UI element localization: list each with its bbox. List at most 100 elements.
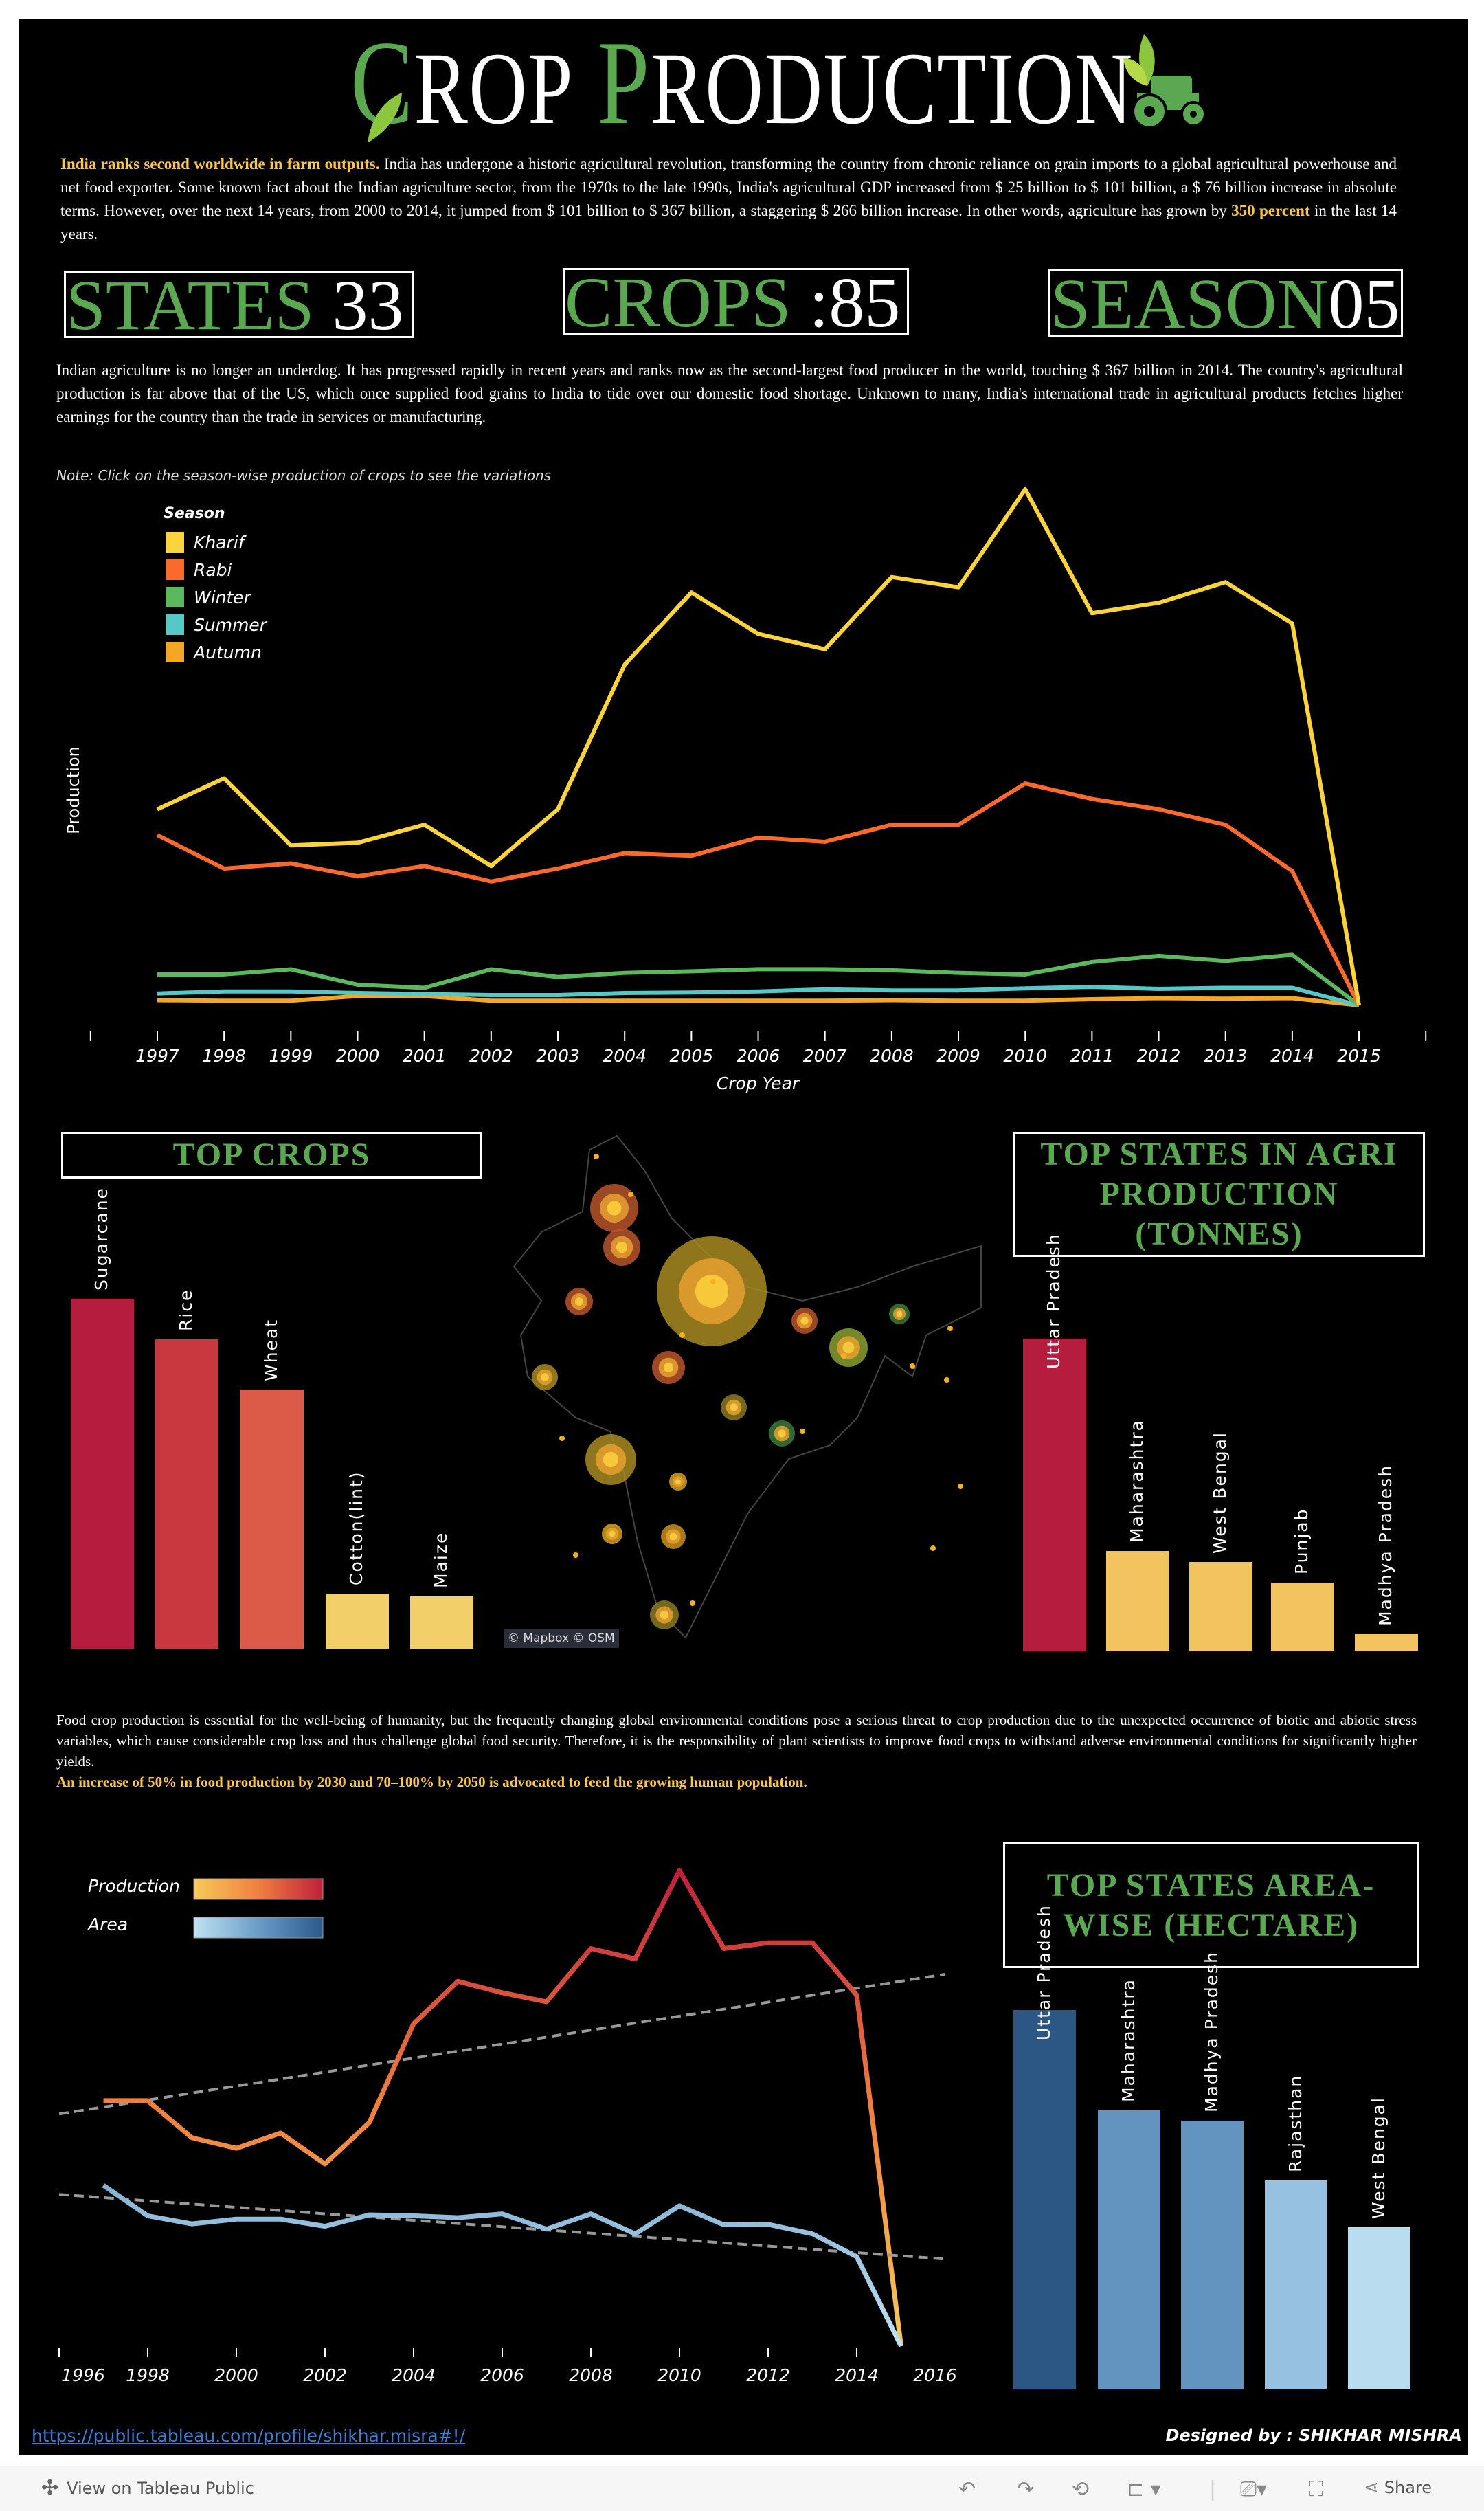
map-bubble-core (603, 1451, 619, 1468)
redo-icon[interactable]: ↷ (1017, 2477, 1035, 2501)
legend-item: Production (88, 1876, 180, 1896)
series-line-summer (157, 984, 1360, 1007)
intro-paragraph: India ranks second worldwide in farm out… (60, 153, 1397, 246)
map-dot (944, 1377, 949, 1383)
x-tick-label: 2015 (1337, 1046, 1381, 1066)
map-bubble-core (842, 1341, 855, 1354)
pause-updates-icon[interactable]: ⊏ ▾ (1127, 2477, 1161, 2501)
legend-gradient-bar (193, 1917, 324, 1939)
x-tick-label: 2005 (670, 1046, 714, 1066)
chart-note: Note: Click on the season-wise productio… (56, 467, 552, 484)
map-dot (628, 1192, 633, 1197)
bar-punjab[interactable] (1271, 1582, 1334, 1651)
designer-credit: Designed by : SHIKHAR MISHRA (1165, 2426, 1462, 2445)
map-dot (958, 1484, 963, 1489)
legend-item: Winter (194, 588, 252, 607)
kpi-value: 33 (332, 271, 404, 338)
x-tick-label: 2000 (336, 1046, 380, 1066)
x-tick-label: 2009 (936, 1046, 980, 1066)
x-tick-label: 2000 (214, 2365, 258, 2385)
bar-maize[interactable] (410, 1596, 473, 1649)
bar-madhya-pradesh[interactable] (1355, 1633, 1418, 1651)
kpi-value: 05 (1328, 269, 1400, 337)
intro-highlight: 350 percent (1231, 202, 1310, 219)
food-security-paragraph: Food crop production is essential for th… (56, 1710, 1417, 1792)
x-tick-label: 1998 (202, 1046, 246, 1066)
legend-swatch (166, 532, 184, 553)
map-bubble-core (609, 1530, 616, 1537)
map-bubble-core (778, 1429, 786, 1438)
series-line-winter (157, 952, 1360, 1007)
x-tick-label: 2014 (1270, 1046, 1314, 1066)
bar-sugarcane[interactable] (71, 1299, 134, 1649)
x-axis-title: Crop Year (717, 1073, 800, 1093)
map-dot (841, 1353, 846, 1359)
top-crops-heading: TOP CROPS (61, 1132, 482, 1179)
trend-line-area (58, 2193, 946, 2261)
india-production-map[interactable] (500, 1129, 995, 1651)
map-dot (573, 1552, 578, 1558)
bar-rice[interactable] (155, 1339, 218, 1649)
bar-label: Madhya Pradesh (1375, 1464, 1395, 1626)
map-dot (930, 1545, 936, 1551)
bar-label: Punjab (1292, 1508, 1312, 1574)
legend-swatch (166, 559, 184, 580)
map-bubble-core (669, 1532, 677, 1541)
food-security-highlight: An increase of 50% in food production by… (56, 1774, 807, 1790)
title-word-crop: CROP (350, 16, 574, 149)
undo-icon[interactable]: ↶ (958, 2477, 976, 2501)
map-dot (800, 1429, 805, 1434)
tableau-logo-icon: ✣ (41, 2476, 59, 2500)
y-axis-title: Production (64, 746, 83, 834)
x-tick-label: 2010 (657, 2365, 701, 2385)
device-preview-icon[interactable]: ⎚▾ (1240, 2477, 1268, 2501)
bar-label: West Bengal (1368, 2097, 1389, 2220)
map-bubble-core (541, 1373, 549, 1381)
legend-swatch (166, 642, 184, 662)
season-production-line-chart[interactable]: 1997 1998 1999 2000 2001 2002 2003 2004 2005 2006… (0, 481, 1484, 1100)
bar-west-bengal[interactable] (1189, 1561, 1252, 1651)
revert-icon[interactable]: ⟲ (1072, 2477, 1090, 2501)
production-area-trend-chart[interactable]: 1996 1998 2000 2002 2004 2006 2008 2010 2012 2014… (0, 1842, 976, 2405)
bar-maharashtra[interactable] (1098, 2110, 1160, 2389)
bar-wheat[interactable] (240, 1390, 304, 1649)
map-bubble-core (675, 1479, 681, 1484)
map-dot (594, 1154, 599, 1159)
map-bubble-core (800, 1317, 809, 1325)
share-button[interactable]: ⋖ Share (1364, 2477, 1432, 2498)
legend-item: Area (87, 1915, 128, 1934)
bar-label: Sugarcane (91, 1187, 111, 1291)
view-on-tableau-button[interactable]: ✣ View on Tableau Public (41, 2476, 254, 2500)
x-tick-label: 2006 (737, 1046, 780, 1066)
kpi-label: SEASON (1050, 269, 1329, 337)
bar-label: Wheat (261, 1319, 281, 1382)
bar-label: Madhya Pradesh (1201, 1951, 1222, 2113)
bar-uttar-pradesh[interactable] (1023, 1339, 1086, 1651)
x-tick-label: 2002 (303, 2365, 347, 2385)
x-tick-label: 2002 (469, 1046, 513, 1066)
x-tick-label: 1998 (126, 2365, 170, 2385)
india-outline (513, 1135, 982, 1639)
intro-text-end: in the last 14 years. (60, 202, 1397, 243)
x-tick-label: 2003 (536, 1046, 580, 1066)
bar-west-bengal[interactable] (1348, 2227, 1410, 2389)
bar-label: Uttar Pradesh (1044, 1233, 1064, 1369)
x-tick-label: 2014 (835, 2365, 879, 2385)
map-attribution[interactable]: © Mapbox © OSM (504, 1629, 619, 1648)
x-tick-label: 1996 (61, 2365, 105, 2385)
profile-link[interactable]: https://public.tableau.com/profile/shikh… (32, 2426, 466, 2446)
bar-madhya-pradesh[interactable] (1181, 2121, 1244, 2389)
intro-lead: India ranks second worldwide in farm out… (60, 155, 380, 172)
series-line-production (103, 1868, 903, 2347)
trend-line-production (58, 1972, 946, 2116)
bar-maharashtra[interactable] (1106, 1551, 1169, 1651)
top-states-production-heading: TOP STATES IN AGRI PRODUCTION (TONNES) (1013, 1132, 1425, 1257)
bar-uttar-pradesh[interactable] (1013, 2010, 1076, 2389)
intro-text: India has undergone a historic agricultu… (60, 155, 1397, 219)
view-on-tableau-label: View on Tableau Public (67, 2478, 254, 2498)
bar-cotton-lint-[interactable] (326, 1594, 389, 1649)
agriculture-paragraph: Indian agriculture is no longer an under… (56, 361, 1403, 425)
fullscreen-icon[interactable]: ⛶ (1309, 2477, 1323, 2501)
bar-rajasthan[interactable] (1265, 2180, 1327, 2389)
share-icon: ⋖ (1364, 2477, 1379, 2498)
